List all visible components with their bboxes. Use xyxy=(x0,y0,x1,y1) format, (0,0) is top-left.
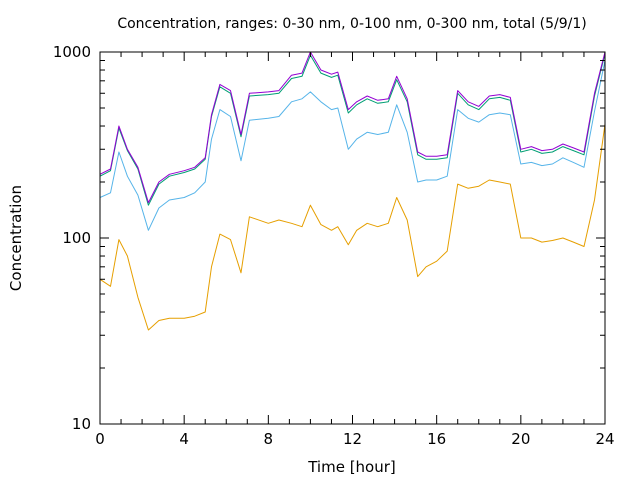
x-tick-label: 16 xyxy=(427,430,446,448)
y-tick-label: 100 xyxy=(62,229,91,247)
series-line-4 xyxy=(99,123,606,331)
y-tick-label: 1000 xyxy=(53,43,91,61)
x-axis-label: Time [hour] xyxy=(307,458,396,476)
x-tick-label: 20 xyxy=(511,430,530,448)
axis-ticks: 0 4 8 12 16 20 24 10 100 1000 xyxy=(53,43,615,448)
plot-frame xyxy=(99,51,606,425)
y-axis-label: Concentration xyxy=(7,185,25,291)
series-line-2 xyxy=(99,53,606,206)
x-tick-label: 12 xyxy=(343,430,362,448)
x-tick-label: 4 xyxy=(179,430,189,448)
series-line-3 xyxy=(99,60,606,231)
y-tick-label: 10 xyxy=(72,415,91,433)
series-layer xyxy=(99,51,606,331)
x-tick-label: 24 xyxy=(595,430,614,448)
x-tick-label: 0 xyxy=(95,430,105,448)
series-line-1 xyxy=(99,51,606,204)
chart-title: Concentration, ranges: 0-30 nm, 0-100 nm… xyxy=(117,16,586,32)
x-tick-label: 8 xyxy=(264,430,274,448)
